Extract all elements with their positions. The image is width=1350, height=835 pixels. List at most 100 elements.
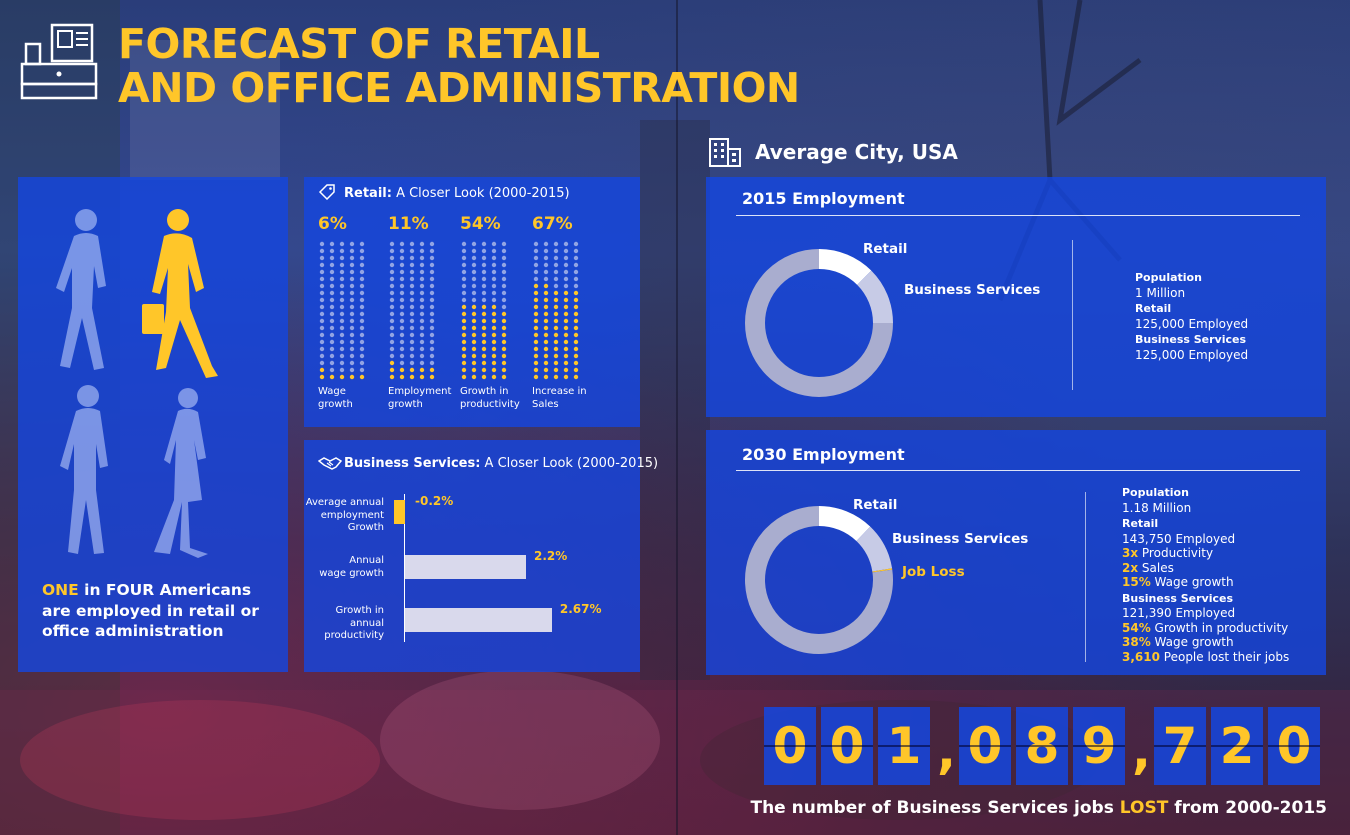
dot-filled — [543, 339, 549, 345]
dot-filled — [399, 367, 405, 373]
dot-filled — [339, 374, 345, 380]
stat-2030-population: 1.18 Million — [1122, 500, 1192, 515]
dot-empty — [359, 276, 365, 282]
dot-empty — [339, 318, 345, 324]
dot-empty — [339, 353, 345, 359]
dot-empty — [359, 262, 365, 268]
dot-empty — [501, 283, 507, 289]
dot-filled — [389, 360, 395, 366]
dot-empty — [399, 346, 405, 352]
dot-empty — [399, 283, 405, 289]
stat-2015-retail: 125,000 Employed — [1135, 316, 1249, 331]
dot-empty — [319, 304, 325, 310]
dot-empty — [329, 318, 335, 324]
dot-filled — [471, 304, 477, 310]
dot-empty — [339, 241, 345, 247]
dot-filled — [461, 374, 467, 380]
bs-bar-value: -0.2% — [415, 494, 454, 508]
dot-filled — [533, 304, 539, 310]
dot-filled — [461, 360, 467, 366]
dot-empty — [573, 241, 579, 247]
dot-empty — [573, 269, 579, 275]
dot-empty — [429, 346, 435, 352]
dot-empty — [349, 262, 355, 268]
dot-filled — [409, 367, 415, 373]
dot-filled — [481, 346, 487, 352]
dot-filled — [543, 283, 549, 289]
dot-empty — [481, 283, 487, 289]
caption-highlight: LOST — [1119, 798, 1169, 818]
dot-filled — [563, 374, 569, 380]
dot-empty — [471, 297, 477, 303]
dot-empty — [491, 269, 497, 275]
dot-empty — [349, 325, 355, 331]
dot-empty — [409, 318, 415, 324]
dot-empty — [339, 262, 345, 268]
dot-empty — [339, 283, 345, 289]
dot-empty — [399, 360, 405, 366]
dot-filled — [543, 304, 549, 310]
dot-empty — [419, 311, 425, 317]
retail-dot-column — [319, 241, 365, 380]
employment-2030-title: 2030 Employment — [742, 445, 905, 464]
dot-filled — [461, 346, 467, 352]
dot-filled — [481, 318, 487, 324]
stats-2015: Population 1 Million Retail 125,000 Empl… — [1135, 271, 1248, 362]
dot-filled — [481, 367, 487, 373]
dot-empty — [409, 346, 415, 352]
dot-filled — [491, 311, 497, 317]
dot-empty — [553, 255, 559, 261]
dot-empty — [491, 248, 497, 254]
dot-empty — [389, 346, 395, 352]
dot-filled — [553, 318, 559, 324]
dot-empty — [349, 290, 355, 296]
dot-empty — [563, 248, 569, 254]
dot-empty — [419, 269, 425, 275]
stat-2030-business: 121,390 Employed — [1122, 606, 1236, 620]
dot-empty — [359, 248, 365, 254]
dot-filled — [481, 332, 487, 338]
dot-filled — [573, 332, 579, 338]
dot-filled — [533, 332, 539, 338]
donut-chart-2015 — [745, 249, 893, 397]
dot-empty — [319, 346, 325, 352]
dot-empty — [481, 262, 487, 268]
dot-empty — [319, 332, 325, 338]
dot-empty — [319, 360, 325, 366]
dot-empty — [399, 339, 405, 345]
dot-empty — [501, 255, 507, 261]
counter-digit: 0 — [764, 707, 816, 785]
dot-empty — [339, 311, 345, 317]
dot-empty — [501, 241, 507, 247]
dot-empty — [471, 262, 477, 268]
dot-filled — [491, 339, 497, 345]
dot-empty — [339, 269, 345, 275]
dot-filled — [491, 325, 497, 331]
dot-filled — [491, 318, 497, 324]
dot-empty — [501, 276, 507, 282]
donut-2030-business-label: Business Services — [892, 531, 1029, 547]
dot-filled — [563, 325, 569, 331]
dot-empty — [471, 276, 477, 282]
retail-panel — [304, 177, 640, 427]
counter-digit: 1 — [878, 707, 930, 785]
dot-filled — [563, 318, 569, 324]
dot-empty — [349, 318, 355, 324]
dot-empty — [409, 248, 415, 254]
bs-bar — [394, 500, 405, 524]
dot-empty — [501, 290, 507, 296]
dot-empty — [419, 241, 425, 247]
dot-filled — [563, 360, 569, 366]
dot-empty — [349, 346, 355, 352]
dot-filled — [481, 304, 487, 310]
dot-empty — [319, 276, 325, 282]
dot-empty — [419, 360, 425, 366]
dot-empty — [389, 353, 395, 359]
donut-2015-business-label: Business Services — [904, 282, 1041, 298]
dot-filled — [553, 297, 559, 303]
dot-filled — [553, 367, 559, 373]
dot-empty — [319, 269, 325, 275]
dot-empty — [471, 283, 477, 289]
walking-people-icon — [56, 209, 218, 558]
bs-bar-value: 2.2% — [534, 549, 568, 563]
